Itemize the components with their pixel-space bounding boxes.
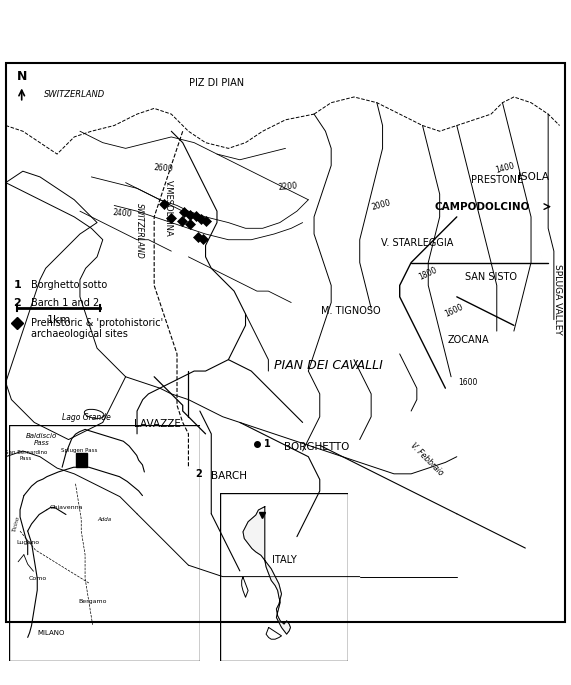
Text: Ticino: Ticino	[11, 515, 21, 532]
Text: 1km: 1km	[47, 315, 71, 325]
Text: CAMPODOLCINO: CAMPODOLCINO	[435, 201, 530, 212]
Text: 1800: 1800	[417, 266, 439, 282]
Text: Barch 1 and 2: Barch 1 and 2	[31, 297, 100, 308]
Text: 2600: 2600	[153, 163, 174, 174]
Text: M. TIGNOSO: M. TIGNOSO	[321, 306, 381, 316]
Text: SAN SISTO: SAN SISTO	[465, 272, 517, 282]
Text: Lago Grande: Lago Grande	[62, 413, 111, 423]
Text: MILANO: MILANO	[37, 630, 65, 636]
Text: V. Febbraio: V. Febbraio	[409, 441, 445, 477]
Text: BARCH: BARCH	[211, 471, 247, 481]
Text: 1: 1	[264, 439, 271, 449]
Text: Chiavenna: Chiavenna	[49, 505, 83, 510]
Text: ISOLA: ISOLA	[518, 172, 549, 182]
Text: Baldiscio
Pass: Baldiscio Pass	[26, 433, 57, 446]
Text: Como: Como	[28, 576, 46, 581]
Text: 1400: 1400	[495, 162, 516, 175]
Text: Prehistoric & 'protohistoric': Prehistoric & 'protohistoric'	[31, 318, 163, 327]
Ellipse shape	[85, 410, 104, 419]
Text: N: N	[17, 70, 27, 83]
Text: SPLUGA VALLEY: SPLUGA VALLEY	[553, 264, 562, 335]
Text: 1600: 1600	[443, 303, 465, 319]
Text: SWITZERLAND: SWITZERLAND	[135, 203, 144, 259]
Text: San Bernardino
Pass: San Bernardino Pass	[5, 450, 47, 461]
Text: Borghetto sotto: Borghetto sotto	[31, 280, 108, 290]
Text: V.MESOLCINA: V.MESOLCINA	[164, 180, 173, 237]
Text: Bergamo: Bergamo	[78, 599, 107, 604]
Text: BORGHETTO: BORGHETTO	[284, 442, 349, 452]
Text: PRESTONE: PRESTONE	[471, 175, 523, 185]
Text: Splugen Pass: Splugen Pass	[61, 448, 98, 453]
Text: 2: 2	[13, 297, 21, 308]
Text: LAVAZZE: LAVAZZE	[134, 419, 181, 429]
Bar	[75, 453, 87, 467]
Text: Lugano: Lugano	[16, 540, 39, 545]
Text: 1: 1	[13, 280, 21, 290]
Text: 2: 2	[195, 469, 202, 479]
Text: 1600: 1600	[459, 378, 478, 387]
Text: ZOCANA: ZOCANA	[448, 335, 489, 345]
Polygon shape	[243, 507, 291, 634]
Text: 2400: 2400	[112, 208, 133, 219]
Text: SWITZERLAND: SWITZERLAND	[43, 90, 105, 99]
Text: Adda: Adda	[97, 516, 111, 522]
Text: archaeological sites: archaeological sites	[31, 329, 128, 339]
Text: 2000: 2000	[371, 199, 392, 212]
Text: ITALY: ITALY	[272, 556, 296, 565]
Text: 2200: 2200	[279, 182, 298, 192]
Text: V. STARLEGGIA: V. STARLEGGIA	[381, 238, 453, 247]
Text: PIZ DI PIAN: PIZ DI PIAN	[190, 77, 244, 88]
Text: PIAN DEI CAVALLI: PIAN DEI CAVALLI	[274, 359, 383, 372]
